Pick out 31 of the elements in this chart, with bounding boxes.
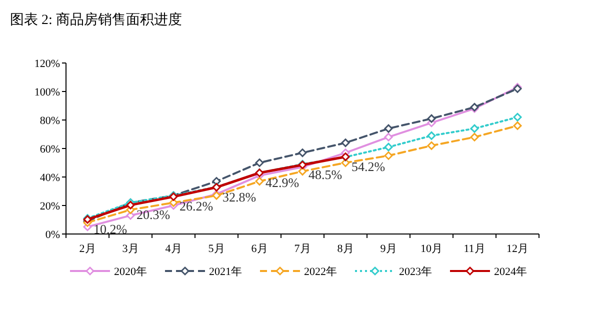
y-tick-label: 100% (34, 86, 60, 98)
y-tick-label: 20% (40, 200, 60, 212)
x-tick-label: 10月 (420, 243, 442, 255)
x-tick-label: 7月 (294, 243, 311, 255)
x-tick-label: 3月 (122, 243, 139, 255)
data-label: 32.8% (222, 189, 256, 204)
data-label: 48.5% (308, 166, 342, 182)
x-tick-label: 8月 (337, 243, 354, 255)
y-tick-label: 0% (45, 229, 60, 241)
legend-label: 2021年 (209, 266, 242, 278)
data-label: 26.2% (180, 198, 214, 214)
x-tick-label: 6月 (251, 243, 268, 255)
y-tick-label: 80% (40, 115, 60, 127)
data-label: 10.2% (94, 221, 128, 236)
data-label: 54.2% (352, 158, 386, 174)
y-tick-label: 120% (34, 58, 60, 70)
x-tick-label: 4月 (165, 243, 182, 255)
legend-label: 2024年 (494, 266, 527, 278)
x-tick-label: 12月 (506, 243, 528, 255)
x-tick-label: 9月 (380, 243, 397, 255)
legend-label: 2020年 (114, 266, 147, 278)
x-tick-label: 11月 (464, 243, 486, 255)
y-tick-label: 40% (40, 172, 60, 184)
legend-label: 2022年 (304, 266, 337, 278)
chart-title: 图表 2: 商品房销售面积进度 (10, 12, 182, 28)
y-tick-label: 60% (40, 144, 60, 156)
data-label: 20.3% (136, 207, 170, 222)
legend-label: 2023年 (399, 266, 432, 278)
x-tick-label: 2月 (79, 243, 96, 255)
x-tick-label: 5月 (208, 243, 225, 255)
data-label: 42.9% (266, 174, 300, 190)
